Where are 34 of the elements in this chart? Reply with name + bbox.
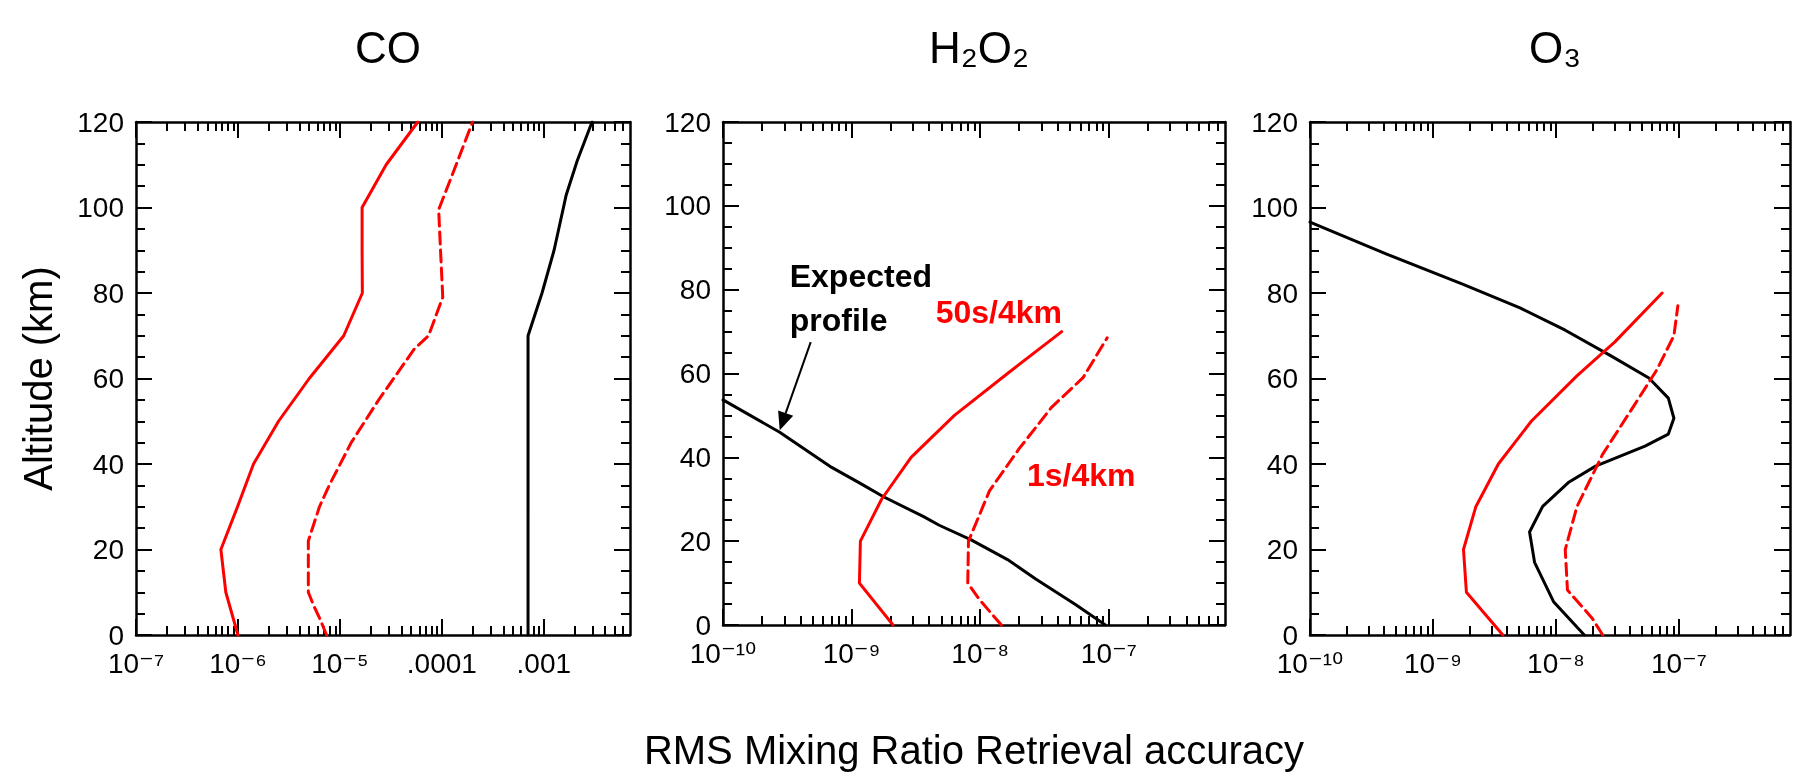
chart-title: H₂O₂ [928, 22, 1030, 72]
y-tick-label: 80 [1266, 277, 1298, 309]
y-tick-label: 100 [77, 192, 124, 223]
y-tick-label: 60 [92, 363, 124, 394]
y-tick-label: 100 [1251, 192, 1298, 223]
x-tick-label: 10⁻⁵ [311, 647, 369, 679]
y-tick-label: 20 [1266, 534, 1298, 565]
y-tick-label: 120 [77, 106, 124, 138]
x-tick-label: 10⁻⁹ [1404, 647, 1462, 679]
y-tick-label: 60 [679, 358, 711, 389]
x-tick-label: 10⁻⁷ [1080, 637, 1137, 669]
chart-title: CO [355, 22, 421, 72]
y-tick-label: 20 [679, 525, 711, 557]
x-tick-label: 10⁻⁶ [209, 647, 267, 679]
chart-title: O₃ [1528, 22, 1582, 72]
y-tick-label: 40 [679, 441, 711, 473]
y-tick-label: 80 [92, 277, 124, 309]
y-tick-label: 40 [92, 448, 124, 480]
y-tick-label: 100 [664, 190, 711, 222]
y-tick-label: 120 [664, 106, 711, 138]
y-tick-label: 20 [92, 534, 124, 565]
x-axis-title: RMS Mixing Ratio Retrieval accuracy [643, 728, 1305, 772]
x-tick-label: 10⁻⁷ [1650, 647, 1707, 679]
y-tick-label: 40 [1266, 448, 1298, 480]
annotation: 1s/4km [1026, 456, 1136, 493]
x-tick-label: .001 [516, 647, 572, 679]
x-tick-label: 10⁻⁸ [1527, 647, 1585, 679]
y-tick-label: 120 [1251, 106, 1298, 138]
y-tick-label: 60 [1266, 363, 1298, 394]
x-tick-label: 10⁻⁸ [951, 637, 1010, 669]
y-axis-title: Altitude (km) [16, 266, 60, 491]
x-tick-label: .0001 [406, 647, 477, 679]
x-tick-label: 10⁻⁹ [822, 637, 881, 669]
y-tick-label: 80 [679, 274, 711, 306]
